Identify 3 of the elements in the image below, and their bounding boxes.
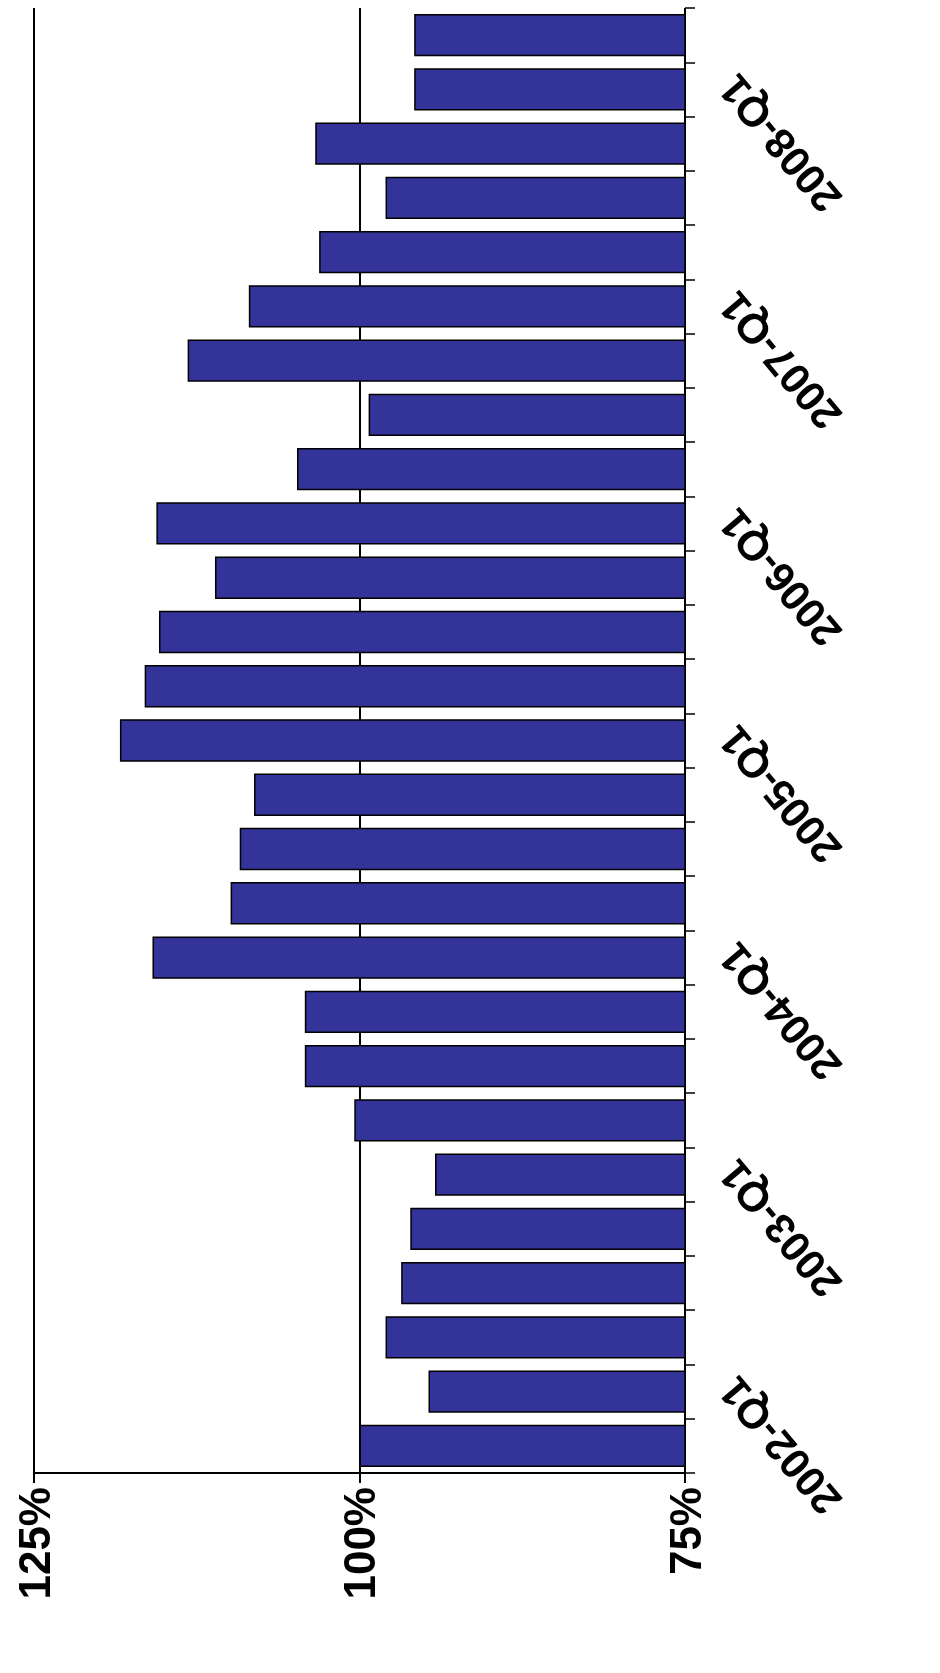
x-tick-label: 75%: [660, 1487, 710, 1576]
x-tick-label: 100%: [335, 1487, 384, 1600]
x-tick-label: 125%: [9, 1487, 59, 1600]
